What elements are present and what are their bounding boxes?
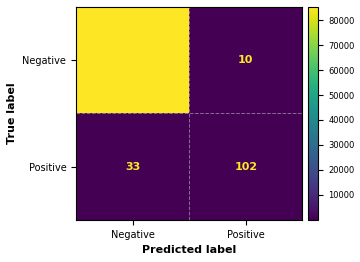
Y-axis label: True label: True label bbox=[7, 83, 17, 144]
Text: 85298: 85298 bbox=[113, 55, 152, 65]
Text: 33: 33 bbox=[125, 162, 140, 172]
Text: 10: 10 bbox=[238, 55, 253, 65]
Text: 102: 102 bbox=[234, 162, 257, 172]
X-axis label: Predicted label: Predicted label bbox=[142, 245, 237, 255]
